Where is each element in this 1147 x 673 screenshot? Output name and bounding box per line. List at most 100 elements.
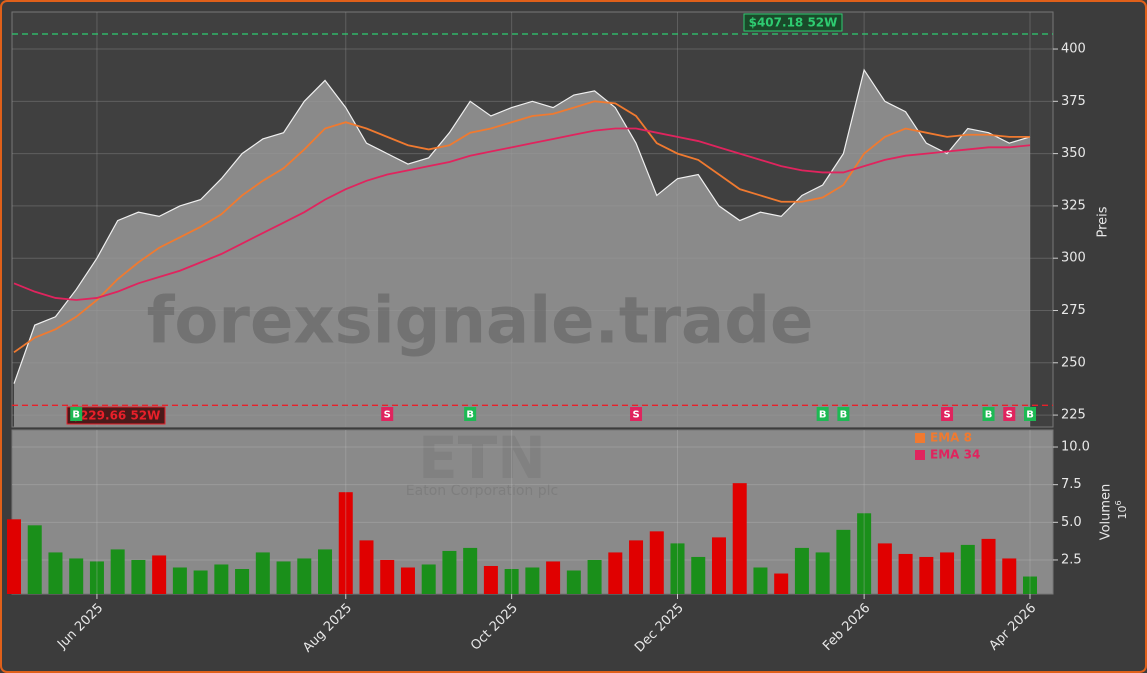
- scale-base: 10: [1116, 506, 1129, 520]
- legend-swatch: [915, 433, 925, 443]
- volume-bar: [940, 552, 955, 594]
- scale-exponent: 6: [1114, 500, 1123, 505]
- signal-label: B: [985, 410, 993, 421]
- scale-label: 106: [1114, 500, 1130, 519]
- y-tick-label: 375: [1061, 94, 1086, 109]
- volume-bar: [380, 559, 395, 594]
- volume-bar: [152, 555, 167, 594]
- signal-marker: [630, 407, 643, 421]
- volume-bar: [338, 492, 353, 594]
- annotation-box: [66, 406, 166, 425]
- y-tick-label: 275: [1061, 303, 1086, 318]
- signal-marker: [982, 407, 995, 421]
- signal-marker: [1024, 407, 1036, 421]
- y-tick-label: 325: [1061, 198, 1086, 213]
- signal-marker: [70, 407, 83, 421]
- signal-label: B: [72, 410, 80, 421]
- volume-bar: [649, 531, 664, 594]
- signal-marker: [381, 407, 394, 421]
- volume-bar: [131, 559, 146, 594]
- volume-bar: [981, 538, 996, 594]
- volume-bar: [214, 564, 229, 594]
- watermark: forexsignale.trade: [147, 285, 814, 359]
- legend-label: EMA 8: [930, 431, 972, 445]
- volume-bar: [504, 569, 519, 594]
- ema-line: [13, 127, 1031, 301]
- signal-label: S: [1006, 410, 1013, 421]
- price-area: [14, 69, 1030, 427]
- signal-label: S: [632, 410, 639, 421]
- volume-bar: [463, 547, 478, 594]
- y-tick-label: 7.5: [1061, 477, 1082, 492]
- signal-marker: [464, 407, 477, 421]
- volume-bar: [193, 570, 208, 594]
- volume-bar: [691, 556, 706, 594]
- volume-bar: [89, 561, 104, 594]
- y-tick-label: 350: [1061, 146, 1086, 161]
- volume-bar: [877, 543, 892, 594]
- volume-bar: [608, 552, 623, 594]
- legend-label: EMA 34: [930, 448, 980, 462]
- volume-bar: [732, 483, 747, 594]
- volume-bar: [960, 544, 975, 594]
- volume-bar: [483, 565, 498, 594]
- volume-bar: [421, 564, 436, 594]
- volume-bar: [400, 567, 415, 594]
- signal-label: S: [943, 410, 950, 421]
- annotation-label: $229.66 52W: [72, 409, 161, 423]
- ticker-watermark: ETN: [418, 424, 546, 492]
- volume-bar: [546, 561, 561, 594]
- volume-bar: [235, 569, 250, 594]
- volume-bar: [255, 552, 270, 594]
- volume-bar: [7, 519, 21, 594]
- y-tick-label: 225: [1061, 408, 1086, 423]
- y-axis-label: Volumen: [1099, 484, 1114, 541]
- y-tick-label: 300: [1061, 251, 1086, 266]
- volume-bar: [69, 558, 84, 594]
- volume-bar: [629, 540, 644, 594]
- volume-bar: [1002, 558, 1017, 594]
- volume-bar: [774, 573, 789, 594]
- volume-bar: [587, 559, 602, 594]
- signal-marker: [941, 407, 954, 421]
- volume-bar: [172, 567, 187, 594]
- signal-label: B: [840, 410, 848, 421]
- signal-label: B: [466, 410, 474, 421]
- y-tick-label: 5.0: [1061, 515, 1082, 530]
- volume-bar: [794, 547, 809, 594]
- signal-marker: [816, 407, 829, 421]
- y-tick-label: 400: [1061, 42, 1086, 57]
- annotation-label: $407.18 52W: [749, 16, 838, 30]
- volume-bar: [318, 549, 333, 594]
- volume-bar: [753, 567, 768, 594]
- volume-bar: [1023, 576, 1037, 594]
- volume-bar: [919, 556, 934, 594]
- volume-bar: [27, 525, 42, 594]
- annotation-box: [743, 13, 843, 32]
- volume-bar: [711, 537, 726, 594]
- signal-label: B: [819, 410, 827, 421]
- signal-marker: [1003, 407, 1016, 421]
- volume-bar: [276, 561, 291, 594]
- y-tick-label: 2.5: [1061, 552, 1082, 567]
- ema-line: [13, 100, 1030, 354]
- volume-bar: [359, 540, 374, 594]
- volume-bar: [110, 549, 125, 594]
- signal-label: S: [384, 410, 391, 421]
- signal-marker: [837, 407, 850, 421]
- volume-bar: [525, 567, 540, 594]
- volume-bar: [48, 552, 63, 594]
- volume-bar: [857, 513, 872, 594]
- volume-bar: [566, 570, 581, 594]
- volume-bar: [898, 553, 913, 594]
- volume-bar: [670, 543, 685, 594]
- volume-bar: [442, 550, 457, 594]
- y-tick-label: 250: [1061, 355, 1086, 370]
- volume-bar: [815, 552, 830, 594]
- volume-bar: [836, 529, 851, 594]
- signal-label: B: [1026, 410, 1034, 421]
- y-tick-label: 10.0: [1061, 440, 1090, 455]
- legend-swatch: [915, 450, 925, 460]
